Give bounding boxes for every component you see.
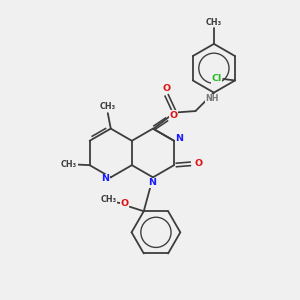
Text: O: O xyxy=(194,159,202,168)
Text: N: N xyxy=(176,134,183,143)
Text: Cl: Cl xyxy=(211,74,221,83)
Text: CH₃: CH₃ xyxy=(61,160,77,169)
Text: CH₃: CH₃ xyxy=(100,102,116,111)
Text: N: N xyxy=(148,178,156,187)
Text: O: O xyxy=(170,111,178,120)
Text: N: N xyxy=(101,174,110,183)
Text: O: O xyxy=(121,199,129,208)
Text: O: O xyxy=(162,84,170,93)
Text: CH₃: CH₃ xyxy=(100,195,116,204)
Text: CH₃: CH₃ xyxy=(206,18,222,27)
Text: NH: NH xyxy=(206,94,219,103)
